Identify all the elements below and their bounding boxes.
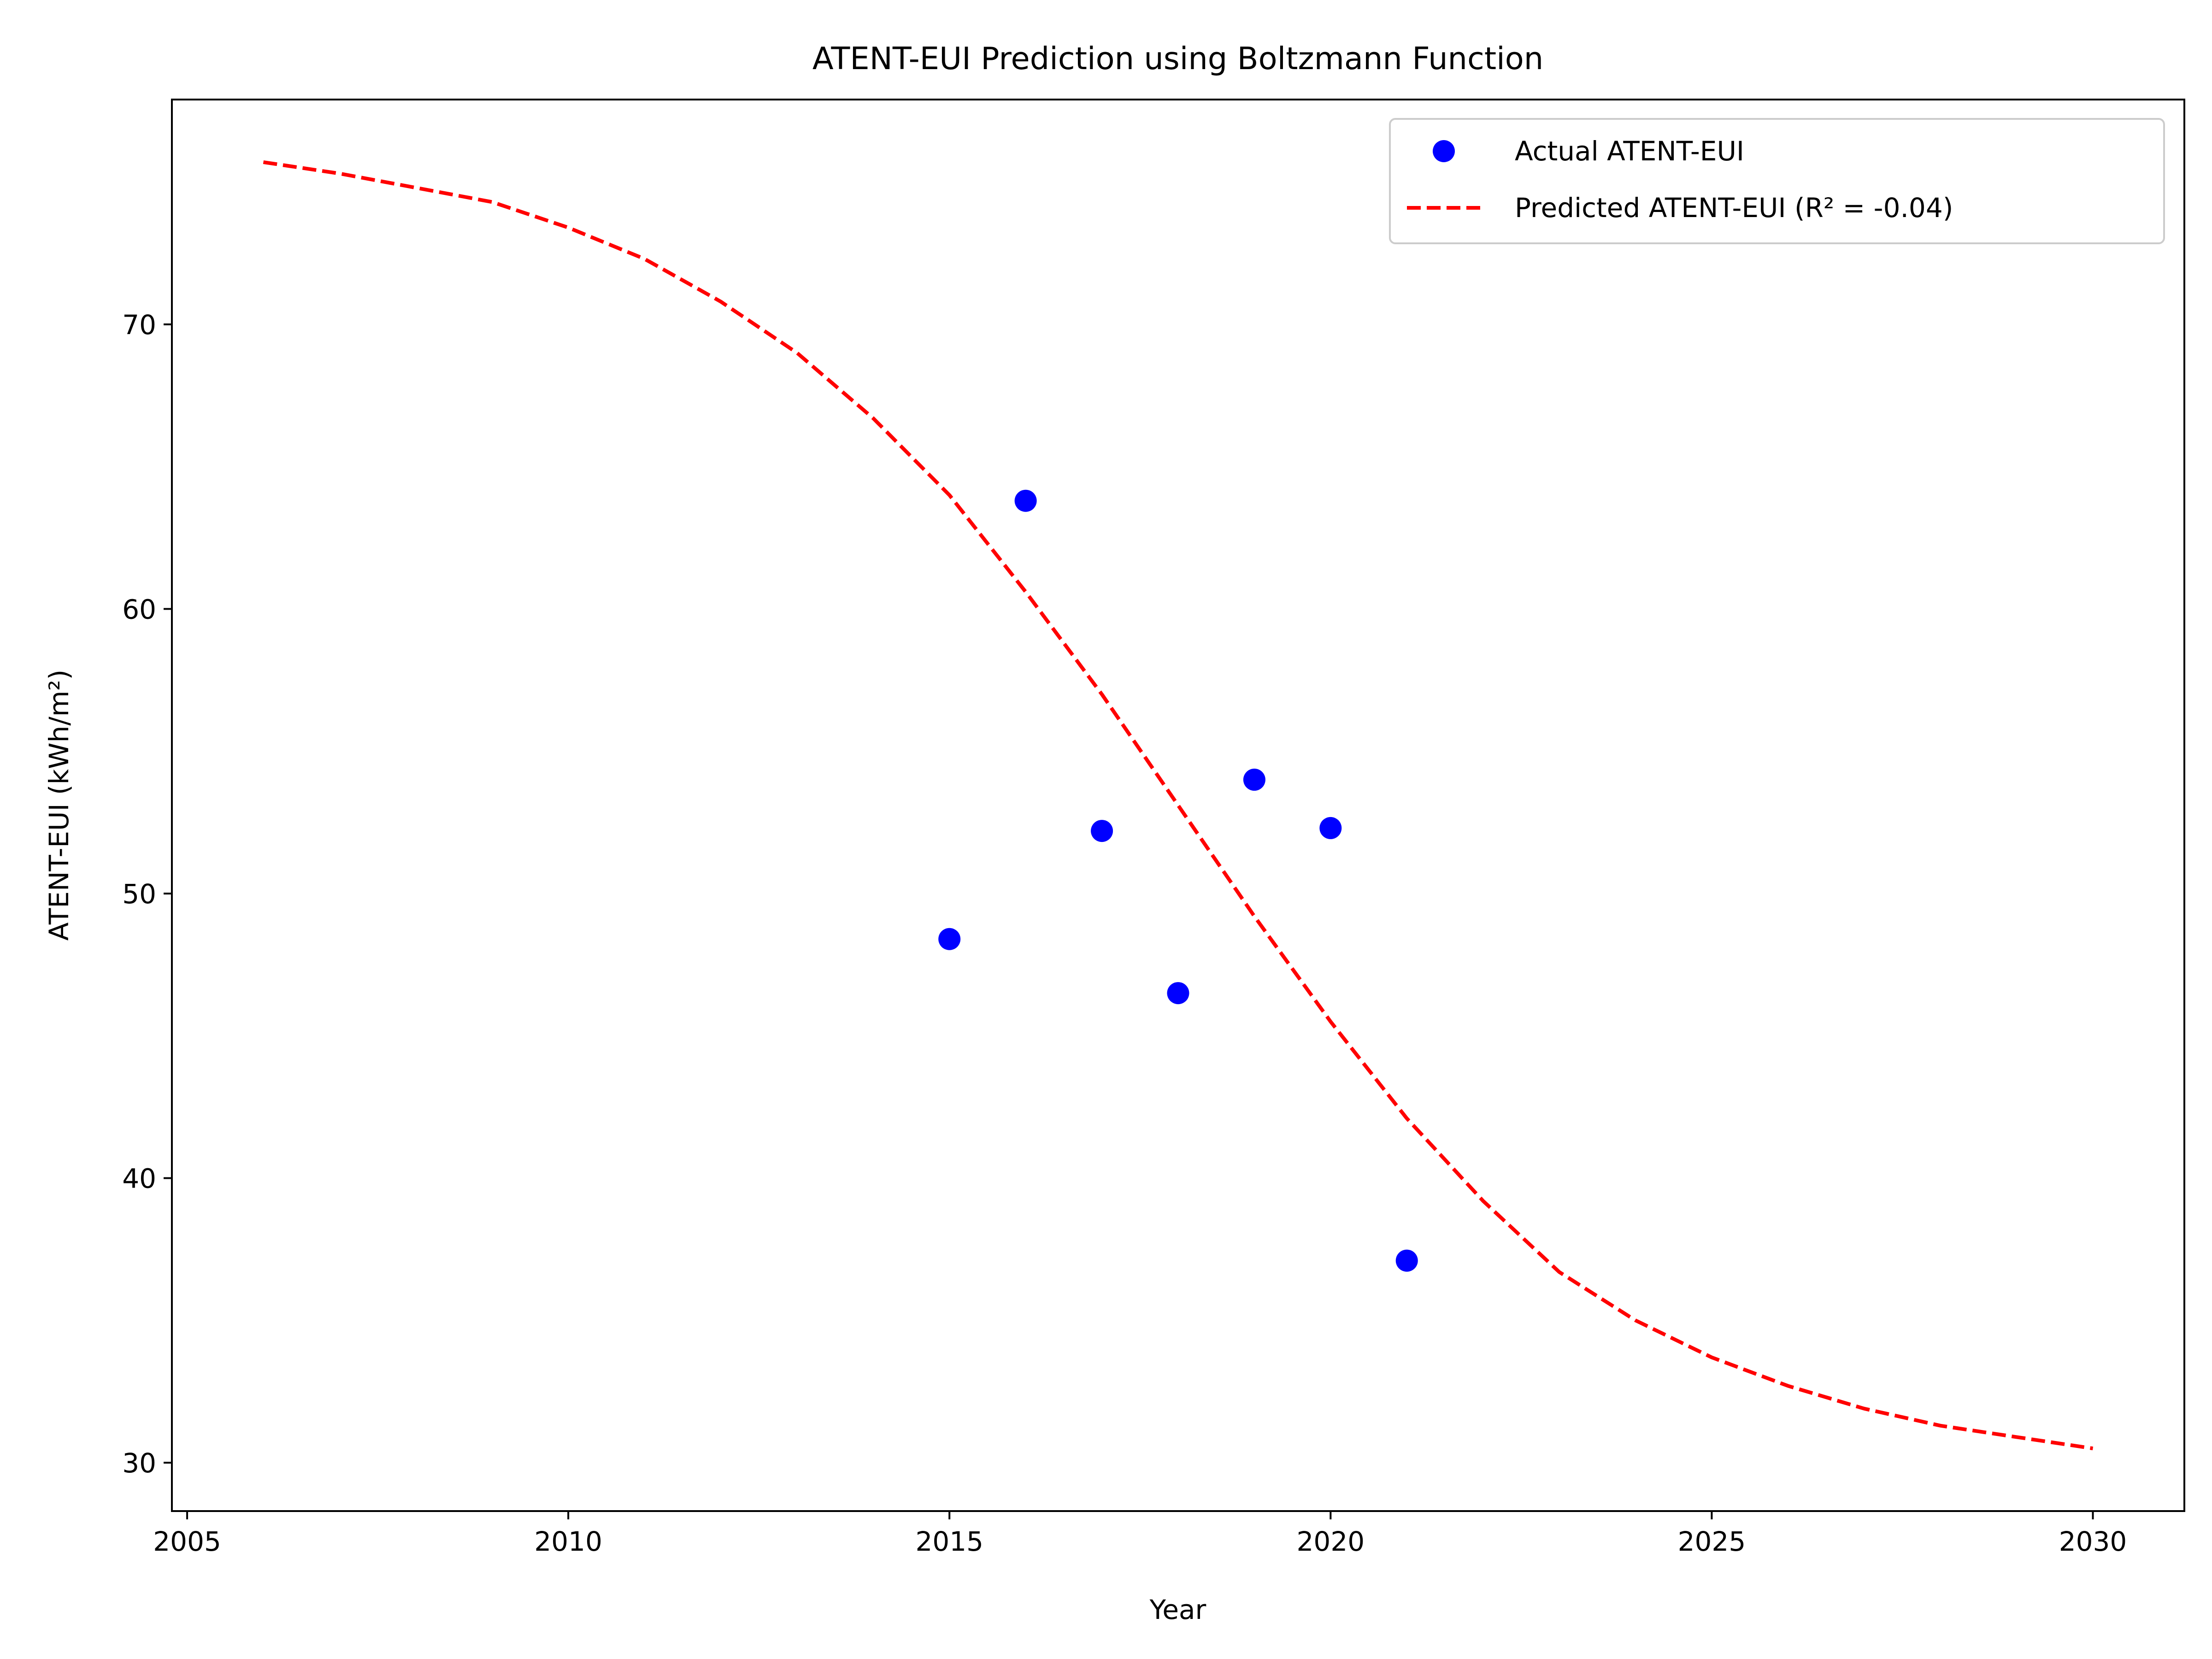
predicted-line <box>263 160 2094 1451</box>
data-point-actual <box>1167 982 1189 1005</box>
y-axis: 30 40 50 60 70 <box>122 309 172 1479</box>
x-tick-label: 2015 <box>915 1526 983 1557</box>
data-point-actual <box>1319 817 1342 839</box>
data-point-actual <box>938 928 961 950</box>
y-axis-label: ATENT-EUI (kWh/m²) <box>43 670 75 941</box>
chart-title: ATENT-EUI Prediction using Boltzmann Fun… <box>812 41 1543 76</box>
plot-background <box>172 100 2184 1511</box>
x-axis: 2005 2010 2015 2020 2025 2030 <box>153 1511 2127 1557</box>
legend-label-actual: Actual ATENT-EUI <box>1515 135 1744 167</box>
y-tick-label: 70 <box>122 309 156 341</box>
data-point-actual <box>1395 1249 1418 1272</box>
legend-box <box>1389 118 2165 244</box>
x-tick-label: 2010 <box>534 1526 602 1557</box>
plot-area <box>263 160 2094 1451</box>
x-tick-label: 2020 <box>1297 1526 1365 1557</box>
data-point-actual <box>1243 768 1265 791</box>
y-tick-label: 50 <box>122 878 156 910</box>
y-tick-label: 30 <box>122 1447 156 1479</box>
x-tick-label: 2030 <box>2059 1526 2127 1557</box>
x-tick-label: 2005 <box>153 1526 221 1557</box>
legend-label-predicted: Predicted ATENT-EUI (R² = -0.04) <box>1515 192 1953 224</box>
data-point-actual <box>1014 489 1037 512</box>
plot-frame <box>171 99 2185 1512</box>
y-tick-label: 60 <box>122 594 156 625</box>
x-axis-label: Year <box>1149 1594 1206 1625</box>
y-tick-label: 40 <box>122 1163 156 1194</box>
legend: Actual ATENT-EUI Predicted ATENT-EUI (R²… <box>1389 118 2165 244</box>
data-point-actual <box>1091 820 1113 842</box>
x-tick-label: 2025 <box>1678 1526 1746 1557</box>
legend-marker-actual <box>1433 140 1455 162</box>
